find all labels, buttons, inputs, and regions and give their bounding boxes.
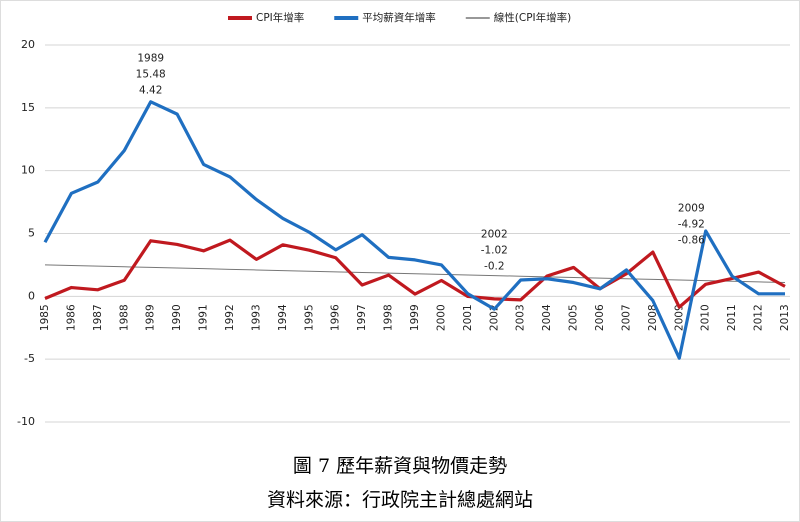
x-tick-label: 1991 [198, 304, 210, 331]
x-tick-label: 2010 [700, 304, 712, 331]
x-tick-label: 2000 [435, 304, 447, 331]
legend-label: CPI年增率 [256, 11, 304, 24]
x-tick-label: 2007 [620, 304, 632, 331]
annotation: 4.42 [139, 84, 162, 96]
y-tick-label: 5 [28, 227, 35, 240]
annotation: 15.48 [136, 68, 166, 80]
annotation: 2002 [481, 228, 508, 240]
annotation: -0.86 [678, 234, 705, 246]
y-tick-label: 0 [28, 289, 35, 302]
y-tick-label: -5 [24, 352, 35, 365]
x-tick-label: 1998 [383, 304, 395, 331]
x-tick-label: 2006 [594, 304, 606, 331]
x-tick-label: 1995 [303, 304, 315, 331]
x-tick-label: 2013 [779, 304, 791, 331]
x-tick-label: 2008 [647, 304, 659, 331]
x-tick-label: 1990 [171, 304, 183, 331]
chart-source: 資料來源：行政院主計總處網站 [267, 489, 533, 511]
x-tick-label: 1987 [92, 304, 104, 331]
x-tick-label: 2011 [726, 304, 738, 331]
x-tick-label: 2009 [673, 304, 685, 331]
x-tick-label: 1986 [65, 304, 77, 331]
annotation: -0.2 [484, 260, 505, 272]
annotation: 1989 [137, 52, 164, 64]
x-tick-label: 2003 [515, 304, 527, 331]
x-tick-label: 2005 [568, 304, 580, 331]
y-tick-label: 10 [21, 164, 35, 177]
y-tick-label: 20 [21, 38, 35, 51]
trend-line [44, 264, 786, 284]
x-tick-label: 1985 [39, 304, 51, 331]
x-tick-label: 1999 [409, 304, 421, 331]
x-tick-label: 1989 [145, 304, 157, 331]
annotation: -1.02 [481, 244, 508, 256]
x-tick-label: 1994 [277, 304, 289, 331]
chart-title: 圖 7 歷年薪資與物價走勢 [293, 455, 507, 477]
legend-label: 線性(CPI年增率) [494, 11, 571, 24]
x-tick-label: 1992 [224, 304, 236, 331]
x-tick-label: 2004 [541, 304, 553, 331]
annotation: -4.92 [678, 218, 705, 230]
x-tick-label: 2012 [753, 304, 765, 331]
series-line [44, 238, 786, 309]
x-tick-label: 1988 [118, 304, 130, 331]
annotation: 2009 [678, 202, 705, 214]
x-tick-label: 2001 [462, 304, 474, 331]
x-tick-label: 2002 [488, 304, 500, 331]
x-tick-label: 1993 [250, 304, 262, 331]
x-tick-label: 1997 [356, 304, 368, 331]
legend-label: 平均薪資年增率 [362, 11, 436, 24]
series-line [43, 100, 785, 360]
y-tick-label: 15 [21, 101, 35, 114]
x-tick-label: 1996 [330, 304, 342, 331]
y-tick-label: -10 [17, 415, 35, 428]
